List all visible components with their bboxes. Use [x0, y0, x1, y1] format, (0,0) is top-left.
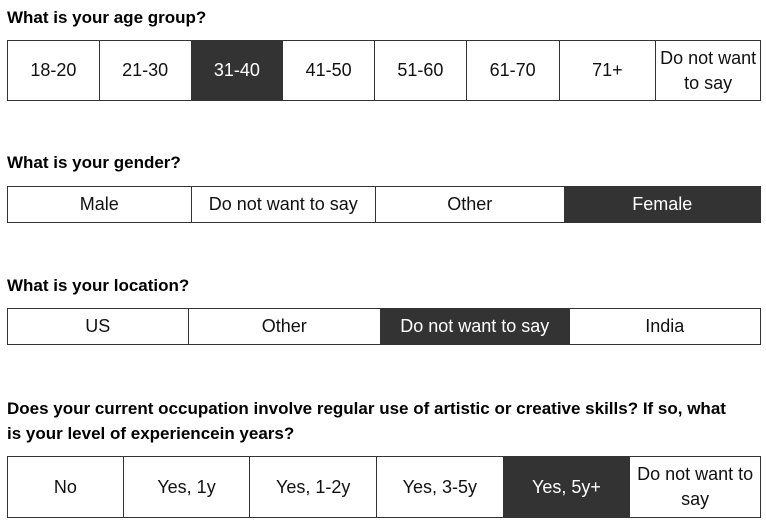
option-female[interactable]: Female [564, 187, 761, 222]
option-yes-5y[interactable]: Yes, 5y+ [503, 457, 631, 517]
option-group: No Yes, 1y Yes, 1-2y Yes, 3-5y Yes, 5y+ Do no… [7, 456, 761, 518]
option-us[interactable]: US [8, 309, 189, 344]
question-gender: What is your gender? Male Do not want to … [7, 150, 761, 223]
option-do-not-want-to-say[interactable]: Do not want to say [656, 41, 760, 100]
option-do-not-want-to-say[interactable]: Do not want to say [381, 309, 570, 344]
option-61-70[interactable]: 61-70 [466, 41, 560, 100]
question-title: Does your current occupation involve reg… [7, 399, 726, 443]
option-do-not-want-to-say[interactable]: Do not want to say [630, 457, 760, 517]
option-group: Male Do not want to say Other Female [7, 186, 761, 223]
option-male[interactable]: Male [8, 187, 192, 222]
option-other[interactable]: Other [188, 309, 381, 344]
option-do-not-want-to-say[interactable]: Do not want to say [191, 187, 377, 222]
question-title: What is your gender? [7, 153, 181, 172]
option-no[interactable]: No [8, 457, 124, 517]
question-age-group: What is your age group? 18-20 21-30 31-40 4… [7, 5, 761, 101]
option-yes-1y[interactable]: Yes, 1y [123, 457, 251, 517]
option-group: US Other Do not want to say India [7, 308, 761, 345]
question-title: What is your age group? [7, 8, 207, 27]
option-71[interactable]: 71+ [559, 41, 657, 100]
option-21-30[interactable]: 21-30 [99, 41, 192, 100]
question-occupation-experience: Does your current occupation involve reg… [7, 396, 761, 518]
question-location: What is your location? US Other Do not wan… [7, 273, 761, 345]
option-other[interactable]: Other [376, 187, 565, 222]
option-18-20[interactable]: 18-20 [8, 41, 100, 100]
option-india[interactable]: India [569, 309, 760, 344]
option-51-60[interactable]: 51-60 [375, 41, 467, 100]
option-group: 18-20 21-30 31-40 41-50 51-60 61-70 71+ Do not … [7, 40, 761, 101]
question-title: What is your location? [7, 276, 190, 295]
option-31-40[interactable]: 31-40 [191, 41, 284, 100]
option-yes-1-2y[interactable]: Yes, 1-2y [250, 457, 377, 517]
option-41-50[interactable]: 41-50 [283, 41, 375, 100]
option-yes-3-5y[interactable]: Yes, 3-5y [377, 457, 504, 517]
